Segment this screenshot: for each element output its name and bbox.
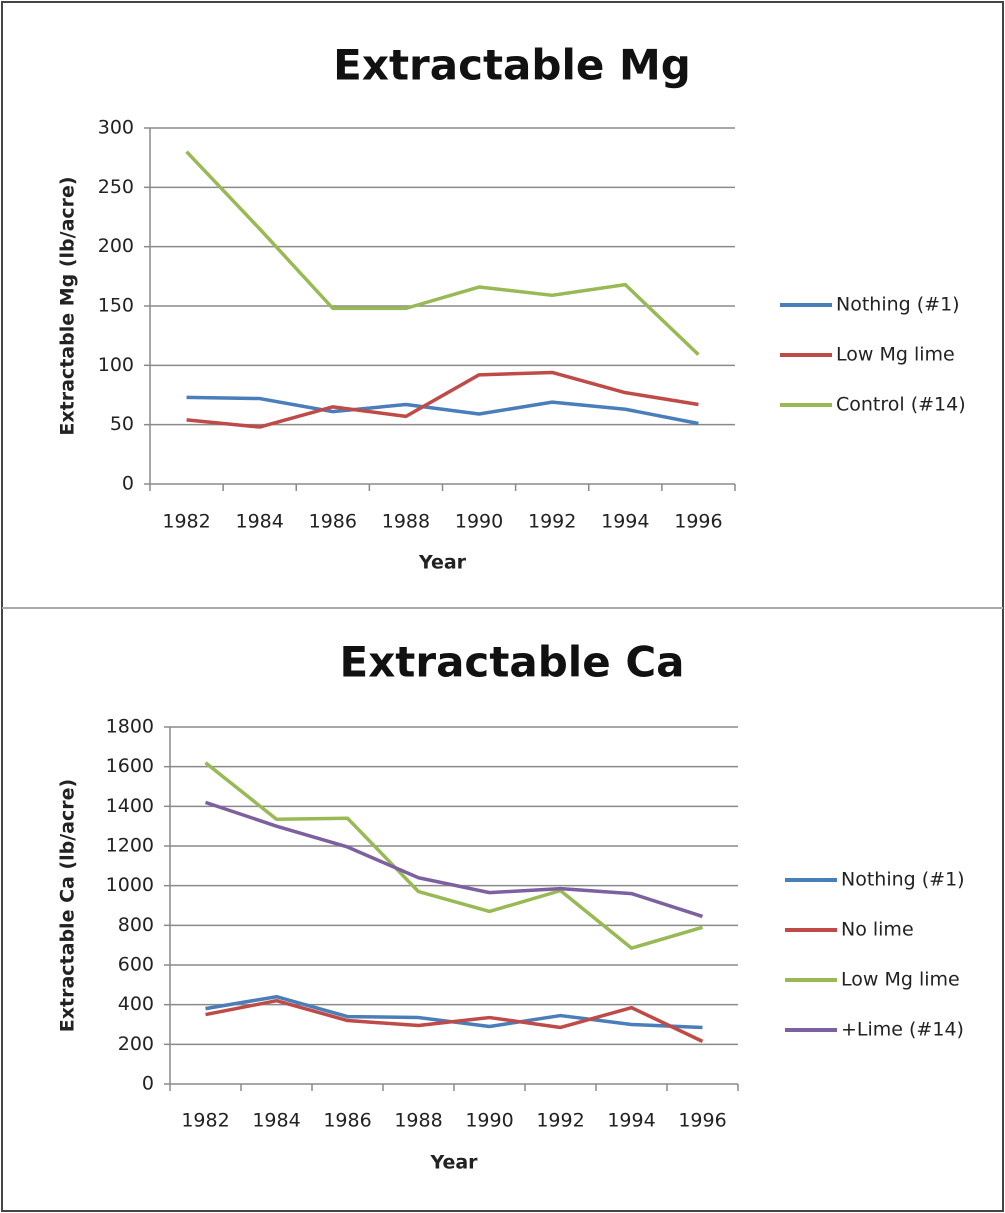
x-tick-label: 1984 <box>236 511 284 533</box>
x-tick-label: 1994 <box>607 1110 655 1132</box>
x-axis-title: Year <box>429 1152 478 1174</box>
x-tick-label: 1986 <box>309 511 357 533</box>
x-tick-label: 1994 <box>601 511 649 533</box>
legend-label: Low Mg lime <box>841 969 960 991</box>
x-axis-title: Year <box>418 552 467 574</box>
y-tick-label: 800 <box>118 914 154 936</box>
y-tick-label: 1000 <box>106 874 154 896</box>
data-line <box>186 370 699 429</box>
data-line <box>204 800 704 919</box>
y-tick-label: 1800 <box>106 716 154 738</box>
legend-label: No lime <box>841 919 914 941</box>
y-tick-label: 0 <box>122 473 134 495</box>
legend-label: +Lime (#14) <box>841 1019 964 1041</box>
y-tick-label: 400 <box>118 993 154 1015</box>
y-tick-label: 200 <box>98 235 134 257</box>
chart-title: Extractable Ca <box>340 638 685 687</box>
y-tick-label: 150 <box>98 295 134 317</box>
y-tick-label: 0 <box>142 1073 154 1095</box>
x-tick-label: 1996 <box>674 511 722 533</box>
y-tick-label: 1400 <box>106 795 154 817</box>
legend-label: Control (#14) <box>836 394 966 416</box>
y-tick-label: 300 <box>98 117 134 139</box>
chart-title: Extractable Mg <box>333 41 691 90</box>
x-tick-label: 1992 <box>536 1110 584 1132</box>
x-tick-label: 1996 <box>678 1110 726 1132</box>
x-tick-label: 1990 <box>455 511 503 533</box>
x-tick-label: 1986 <box>323 1110 371 1132</box>
x-tick-label: 1988 <box>382 511 430 533</box>
x-tick-label: 1990 <box>465 1110 513 1132</box>
y-tick-label: 50 <box>110 413 134 435</box>
legend-label: Nothing (#1) <box>841 869 965 891</box>
y-tick-label: 1600 <box>106 755 154 777</box>
legend-label: Nothing (#1) <box>836 294 960 316</box>
x-tick-label: 1982 <box>162 511 210 533</box>
y-tick-label: 100 <box>98 354 134 376</box>
y-tick-label: 250 <box>98 176 134 198</box>
data-line <box>204 761 703 950</box>
data-line <box>205 998 704 1043</box>
x-tick-label: 1988 <box>394 1110 442 1132</box>
x-tick-label: 1984 <box>252 1110 300 1132</box>
x-tick-label: 1992 <box>528 511 576 533</box>
y-tick-label: 1200 <box>106 835 154 857</box>
y-tick-label: 200 <box>118 1033 154 1055</box>
legend-label: Low Mg lime <box>836 344 955 366</box>
y-axis-title: Extractable Ca (lb/acre) <box>57 779 79 1032</box>
data-line <box>185 150 700 356</box>
y-axis-title: Extractable Mg (lb/acre) <box>57 176 79 435</box>
data-line <box>186 395 699 426</box>
y-tick-label: 600 <box>118 954 154 976</box>
x-tick-label: 1982 <box>181 1110 229 1132</box>
